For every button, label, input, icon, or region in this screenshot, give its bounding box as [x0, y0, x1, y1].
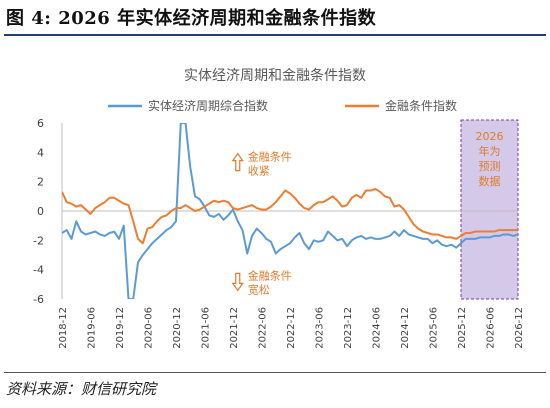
title-rule: [4, 34, 546, 36]
y-tick-label: 4: [37, 146, 44, 159]
annotation-text-1: 收紧: [248, 164, 270, 178]
legend-label-2: 金融条件指数: [385, 98, 457, 113]
x-tick-label: 2025-12: [457, 307, 468, 349]
series-line-1: [62, 123, 519, 299]
source-note: 资料来源：财信研究院: [6, 380, 157, 398]
x-tick-label: 2020-12: [172, 307, 183, 349]
chart: 实体经济周期和金融条件指数 实体经济周期综合指数 金融条件指数 2026年为预测数…: [33, 67, 525, 349]
x-tick-label: 2018-12: [58, 307, 69, 349]
forecast-label-line: 2026: [476, 130, 504, 143]
x-tick-label: 2024-06: [372, 307, 383, 349]
y-tick-label: 6: [37, 117, 44, 130]
chart-title: 实体经济周期和金融条件指数: [184, 67, 366, 84]
forecast-label-line: 预测: [479, 160, 501, 173]
y-tick-label: -6: [33, 293, 44, 306]
series-line-2: [62, 188, 518, 245]
arrow-down-icon: [231, 272, 244, 292]
y-tick-label: -2: [33, 234, 44, 247]
arrow-up-icon: [231, 152, 244, 172]
figure-title: 图 4: 2026 年实体经济周期和金融条件指数: [6, 8, 377, 29]
x-tick-label: 2024-12: [400, 307, 411, 349]
x-tick-label: 2021-06: [201, 307, 212, 349]
x-tick-label: 2021-12: [229, 307, 240, 349]
x-tick-label: 2023-06: [315, 307, 326, 349]
forecast-label-line: 数据: [479, 174, 501, 188]
x-tick-label: 2019-06: [87, 307, 98, 349]
annotation-text-1: 金融条件: [248, 150, 292, 164]
y-tick-label: 0: [37, 205, 44, 218]
x-tick-label: 2026-06: [486, 307, 497, 349]
annotation-text-2: 宽松: [248, 282, 270, 296]
forecast-label-line: 年为: [479, 144, 501, 158]
annotation-text-2: 金融条件: [248, 268, 292, 282]
y-tick-label: -4: [33, 264, 44, 277]
legend: 实体经济周期综合指数 金融条件指数: [108, 98, 457, 113]
legend-label-1: 实体经济周期综合指数: [148, 98, 268, 113]
x-tick-label: 2026-12: [514, 307, 525, 349]
y-tick-label: 2: [37, 176, 44, 189]
x-tick-label: 2020-06: [144, 307, 155, 349]
x-tick-label: 2022-12: [286, 307, 297, 349]
source-rule: [4, 372, 546, 373]
x-tick-label: 2025-06: [429, 307, 440, 349]
x-tick-label: 2023-12: [343, 307, 354, 349]
forecast-region: [460, 119, 519, 300]
x-tick-label: 2019-12: [115, 307, 126, 349]
x-tick-label: 2022-06: [258, 307, 269, 349]
